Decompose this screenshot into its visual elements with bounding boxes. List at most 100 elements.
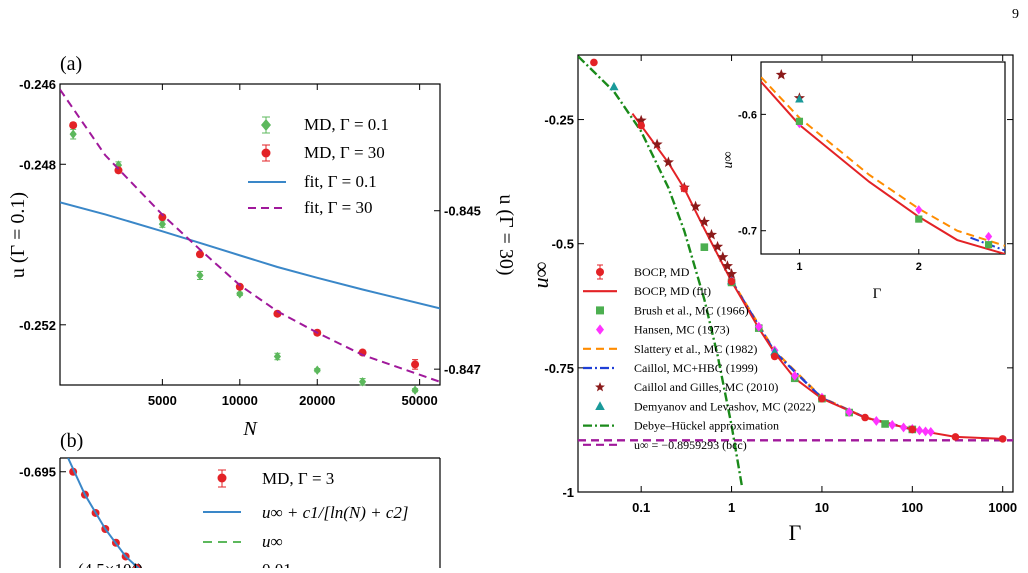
legend-label: Demyanov and Levashov, MC (2022) bbox=[634, 399, 816, 413]
legend-md-g3: MD, Γ = 3 bbox=[217, 469, 334, 488]
legend-marker-circle bbox=[217, 473, 227, 483]
data-point bbox=[818, 394, 826, 403]
data-point bbox=[662, 156, 674, 167]
panel-b-legend: MD, Γ = 3 u∞ + c1/[ln(N) + c2] u∞ bbox=[203, 469, 409, 551]
data-point bbox=[888, 420, 897, 430]
data-point bbox=[711, 240, 724, 252]
data-point bbox=[915, 215, 923, 223]
legend-uinf-b: u∞ bbox=[203, 532, 283, 551]
data-point bbox=[984, 241, 993, 249]
x-tick-label: 1 bbox=[796, 261, 802, 273]
data-point bbox=[609, 81, 619, 91]
data-point bbox=[680, 184, 689, 193]
legend-marker-circle bbox=[261, 148, 271, 158]
y-tick-label: -0.695 bbox=[19, 465, 56, 480]
panel-a-ylabel-left: u (Γ = 0.1) bbox=[7, 192, 29, 278]
y-tick-label: -0.248 bbox=[19, 157, 56, 172]
legend-label: u∞ bbox=[262, 532, 283, 551]
legend-md-g30: MD, Γ = 30 bbox=[261, 143, 385, 162]
legend-fit-b: u∞ + c1/[ln(N) + c2] bbox=[203, 503, 409, 522]
x-tick-label: 1 bbox=[728, 500, 735, 515]
y-tick-label: -0.845 bbox=[444, 204, 481, 219]
main-plot: 0.1 1 10 100 1000 -0.25 -0.5 -0.75 -1 bbox=[544, 55, 1017, 515]
legend-marker bbox=[596, 306, 604, 315]
x-tick-label: 10000 bbox=[222, 393, 258, 408]
data-point bbox=[273, 351, 282, 362]
data-point bbox=[872, 416, 881, 426]
y-tick-label: -0.7 bbox=[738, 226, 757, 238]
y-tick-label: -0.847 bbox=[444, 362, 481, 377]
data-point bbox=[795, 117, 804, 125]
data-point bbox=[590, 58, 598, 67]
data-point bbox=[158, 213, 167, 222]
x-tick-label: 1000 bbox=[988, 500, 1017, 515]
legend-label: MD, Γ = 30 bbox=[304, 143, 385, 162]
y-tick-label: -0.5 bbox=[552, 237, 574, 252]
data-point bbox=[114, 166, 123, 175]
x-tick-label: 0.1 bbox=[632, 500, 650, 515]
data-point bbox=[770, 352, 779, 361]
data-point bbox=[700, 243, 709, 251]
main-legend: BOCP, MD BOCP, MD (fit) Brush et al., MC (… bbox=[583, 264, 816, 452]
x-tick-label: 100 bbox=[901, 500, 923, 515]
data-point bbox=[69, 121, 78, 130]
data-point bbox=[770, 347, 780, 356]
legend-marker bbox=[596, 268, 604, 276]
data-point bbox=[908, 425, 917, 434]
data-point bbox=[69, 129, 77, 139]
legend-marker-diamond bbox=[261, 119, 271, 131]
legend-fit-g30: fit, Γ = 30 bbox=[248, 198, 373, 217]
legend-label: Caillol, MC+HBC (1999) bbox=[634, 361, 758, 375]
data-point bbox=[861, 413, 869, 422]
main-frame bbox=[577, 54, 1014, 493]
panel-a-legend: MD, Γ = 0.1 MD, Γ = 30 fit, Γ = 0.1 fit,… bbox=[248, 115, 389, 217]
data-point bbox=[915, 425, 924, 436]
data-point bbox=[899, 422, 908, 433]
data-point bbox=[195, 250, 204, 259]
panel-a-ylabel-right: u (Γ = 30) bbox=[495, 194, 517, 275]
panel-b: (b) -0.695-0.7 MD, Γ = 3 u∞ + c1/[ln(N) … bbox=[19, 430, 441, 573]
data-point bbox=[635, 114, 647, 126]
data-point bbox=[235, 282, 244, 291]
data-point bbox=[705, 228, 718, 240]
data-point bbox=[754, 321, 763, 332]
legend-label: Slattery et al., MC (1982) bbox=[634, 342, 757, 356]
panel-b-label: (b) bbox=[60, 430, 83, 452]
data-point bbox=[717, 251, 729, 262]
inset-ylabel: u∞ bbox=[721, 151, 736, 168]
legend-label: Brush et al., MC (1966) bbox=[634, 303, 749, 317]
series-line bbox=[761, 76, 1005, 247]
data-point bbox=[411, 360, 420, 369]
series-line bbox=[60, 88, 440, 383]
x-tick-label: 10 bbox=[815, 500, 829, 515]
x-tick-label: 2 bbox=[916, 261, 922, 273]
legend-label: BOCP, MD bbox=[634, 265, 690, 279]
y-tick-label: -0.75 bbox=[544, 361, 574, 376]
data-point bbox=[313, 365, 321, 375]
legend-label: Hansen, MC (1973) bbox=[634, 323, 730, 337]
legend-label: u∞ + c1/[ln(N) + c2] bbox=[262, 503, 409, 522]
x-tick-label: 20000 bbox=[299, 393, 335, 408]
data-point bbox=[637, 121, 645, 130]
data-point bbox=[358, 377, 367, 387]
series-line bbox=[761, 81, 1005, 254]
x-tick-label: 50000 bbox=[402, 393, 438, 408]
data-point bbox=[790, 370, 799, 381]
y-tick-label: -0.252 bbox=[19, 318, 56, 333]
data-point bbox=[951, 433, 960, 441]
data-point bbox=[725, 268, 738, 279]
data-point bbox=[915, 205, 923, 215]
y-tick-label: -0.246 bbox=[19, 77, 56, 92]
series-line bbox=[578, 55, 744, 486]
data-point bbox=[158, 219, 166, 229]
data-point bbox=[795, 94, 804, 103]
data-point bbox=[921, 426, 930, 437]
data-point bbox=[998, 435, 1007, 443]
data-point bbox=[881, 420, 889, 428]
legend-label: fit, Γ = 30 bbox=[304, 198, 373, 217]
data-point bbox=[721, 260, 733, 271]
legend-label: MD, Γ = 0.1 bbox=[304, 115, 389, 134]
inset-plot: 1 2 -0.6 -0.7 bbox=[738, 68, 1005, 273]
series-line bbox=[60, 201, 440, 310]
